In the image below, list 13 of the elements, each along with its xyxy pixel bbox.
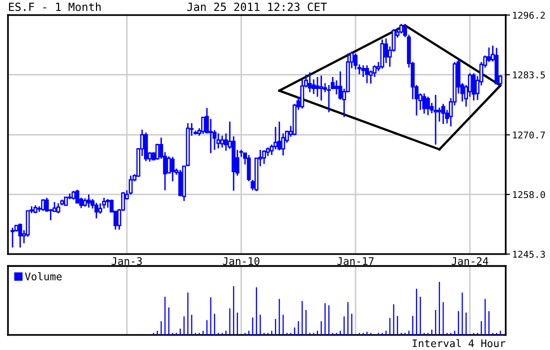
x-tick-label: Jan-10 bbox=[222, 257, 260, 265]
y-tick-label: 1258.0 bbox=[513, 191, 545, 198]
x-tick-label: Jan-3 bbox=[112, 257, 142, 265]
chart-subtitle: Jan 25 2011 12:23 CET bbox=[187, 2, 327, 12]
y-tick-label: 1270.7 bbox=[513, 131, 545, 138]
y-tick-label: 1283.5 bbox=[513, 71, 545, 78]
x-tick-label: Jan-24 bbox=[452, 257, 488, 265]
text: Interval 4 Hour bbox=[412, 339, 506, 348]
legend-label: Volume bbox=[24, 272, 62, 280]
x-tick-label: Jan-17 bbox=[337, 257, 374, 265]
y-tick-label: 1245.3 bbox=[513, 250, 545, 258]
y-tick-label: 1296.2 bbox=[513, 12, 545, 19]
chart-title: ES.F - 1 Month bbox=[9, 2, 101, 12]
